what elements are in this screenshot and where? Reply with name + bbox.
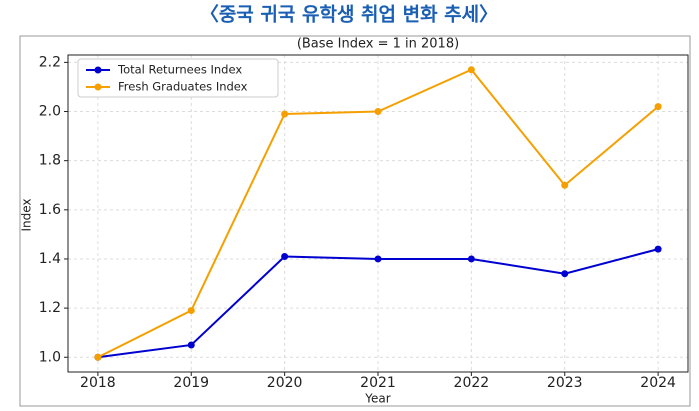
point <box>374 108 382 116</box>
y-tick-label: 2.0 <box>39 104 61 120</box>
plot-area <box>67 54 689 373</box>
chart-frame <box>19 35 691 407</box>
y-tick-label: 2.2 <box>39 54 61 70</box>
y-tick-label: 1.8 <box>39 153 61 169</box>
y-tick-label: 1.4 <box>39 251 61 267</box>
y-axis-label: Index <box>20 198 34 231</box>
x-axis-label: Year <box>364 392 390 406</box>
x-tick-label: 2023 <box>547 375 583 391</box>
x-tick-label: 2019 <box>173 375 209 391</box>
page-title: 〈중국 귀국 유학생 취업 변화 추세〉 <box>200 3 498 26</box>
point <box>561 181 569 189</box>
point <box>94 353 102 361</box>
point <box>281 110 289 118</box>
point <box>467 255 475 263</box>
point <box>187 341 195 349</box>
x-tick-label: 2018 <box>80 375 116 391</box>
y-tick-label: 1.6 <box>39 202 61 218</box>
point <box>187 307 195 315</box>
point <box>561 270 569 278</box>
x-tick-label: 2024 <box>640 375 676 391</box>
legend-label: Fresh Graduates Index <box>118 80 248 94</box>
x-tick-label: 2020 <box>267 375 303 391</box>
chart-title: (Base Index = 1 in 2018) <box>297 37 459 52</box>
point <box>467 66 475 74</box>
legend-box <box>77 58 279 98</box>
point <box>654 103 662 111</box>
y-tick-label: 1.0 <box>39 349 61 365</box>
point <box>281 253 289 261</box>
x-tick-label: 2022 <box>454 375 490 391</box>
legend-marker <box>94 83 102 91</box>
point <box>374 255 382 263</box>
y-tick-label: 1.2 <box>39 300 61 316</box>
x-tick-label: 2021 <box>360 375 396 391</box>
legend-marker <box>94 66 102 74</box>
legend-label: Total Returnees Index <box>117 63 242 77</box>
point <box>654 245 662 253</box>
